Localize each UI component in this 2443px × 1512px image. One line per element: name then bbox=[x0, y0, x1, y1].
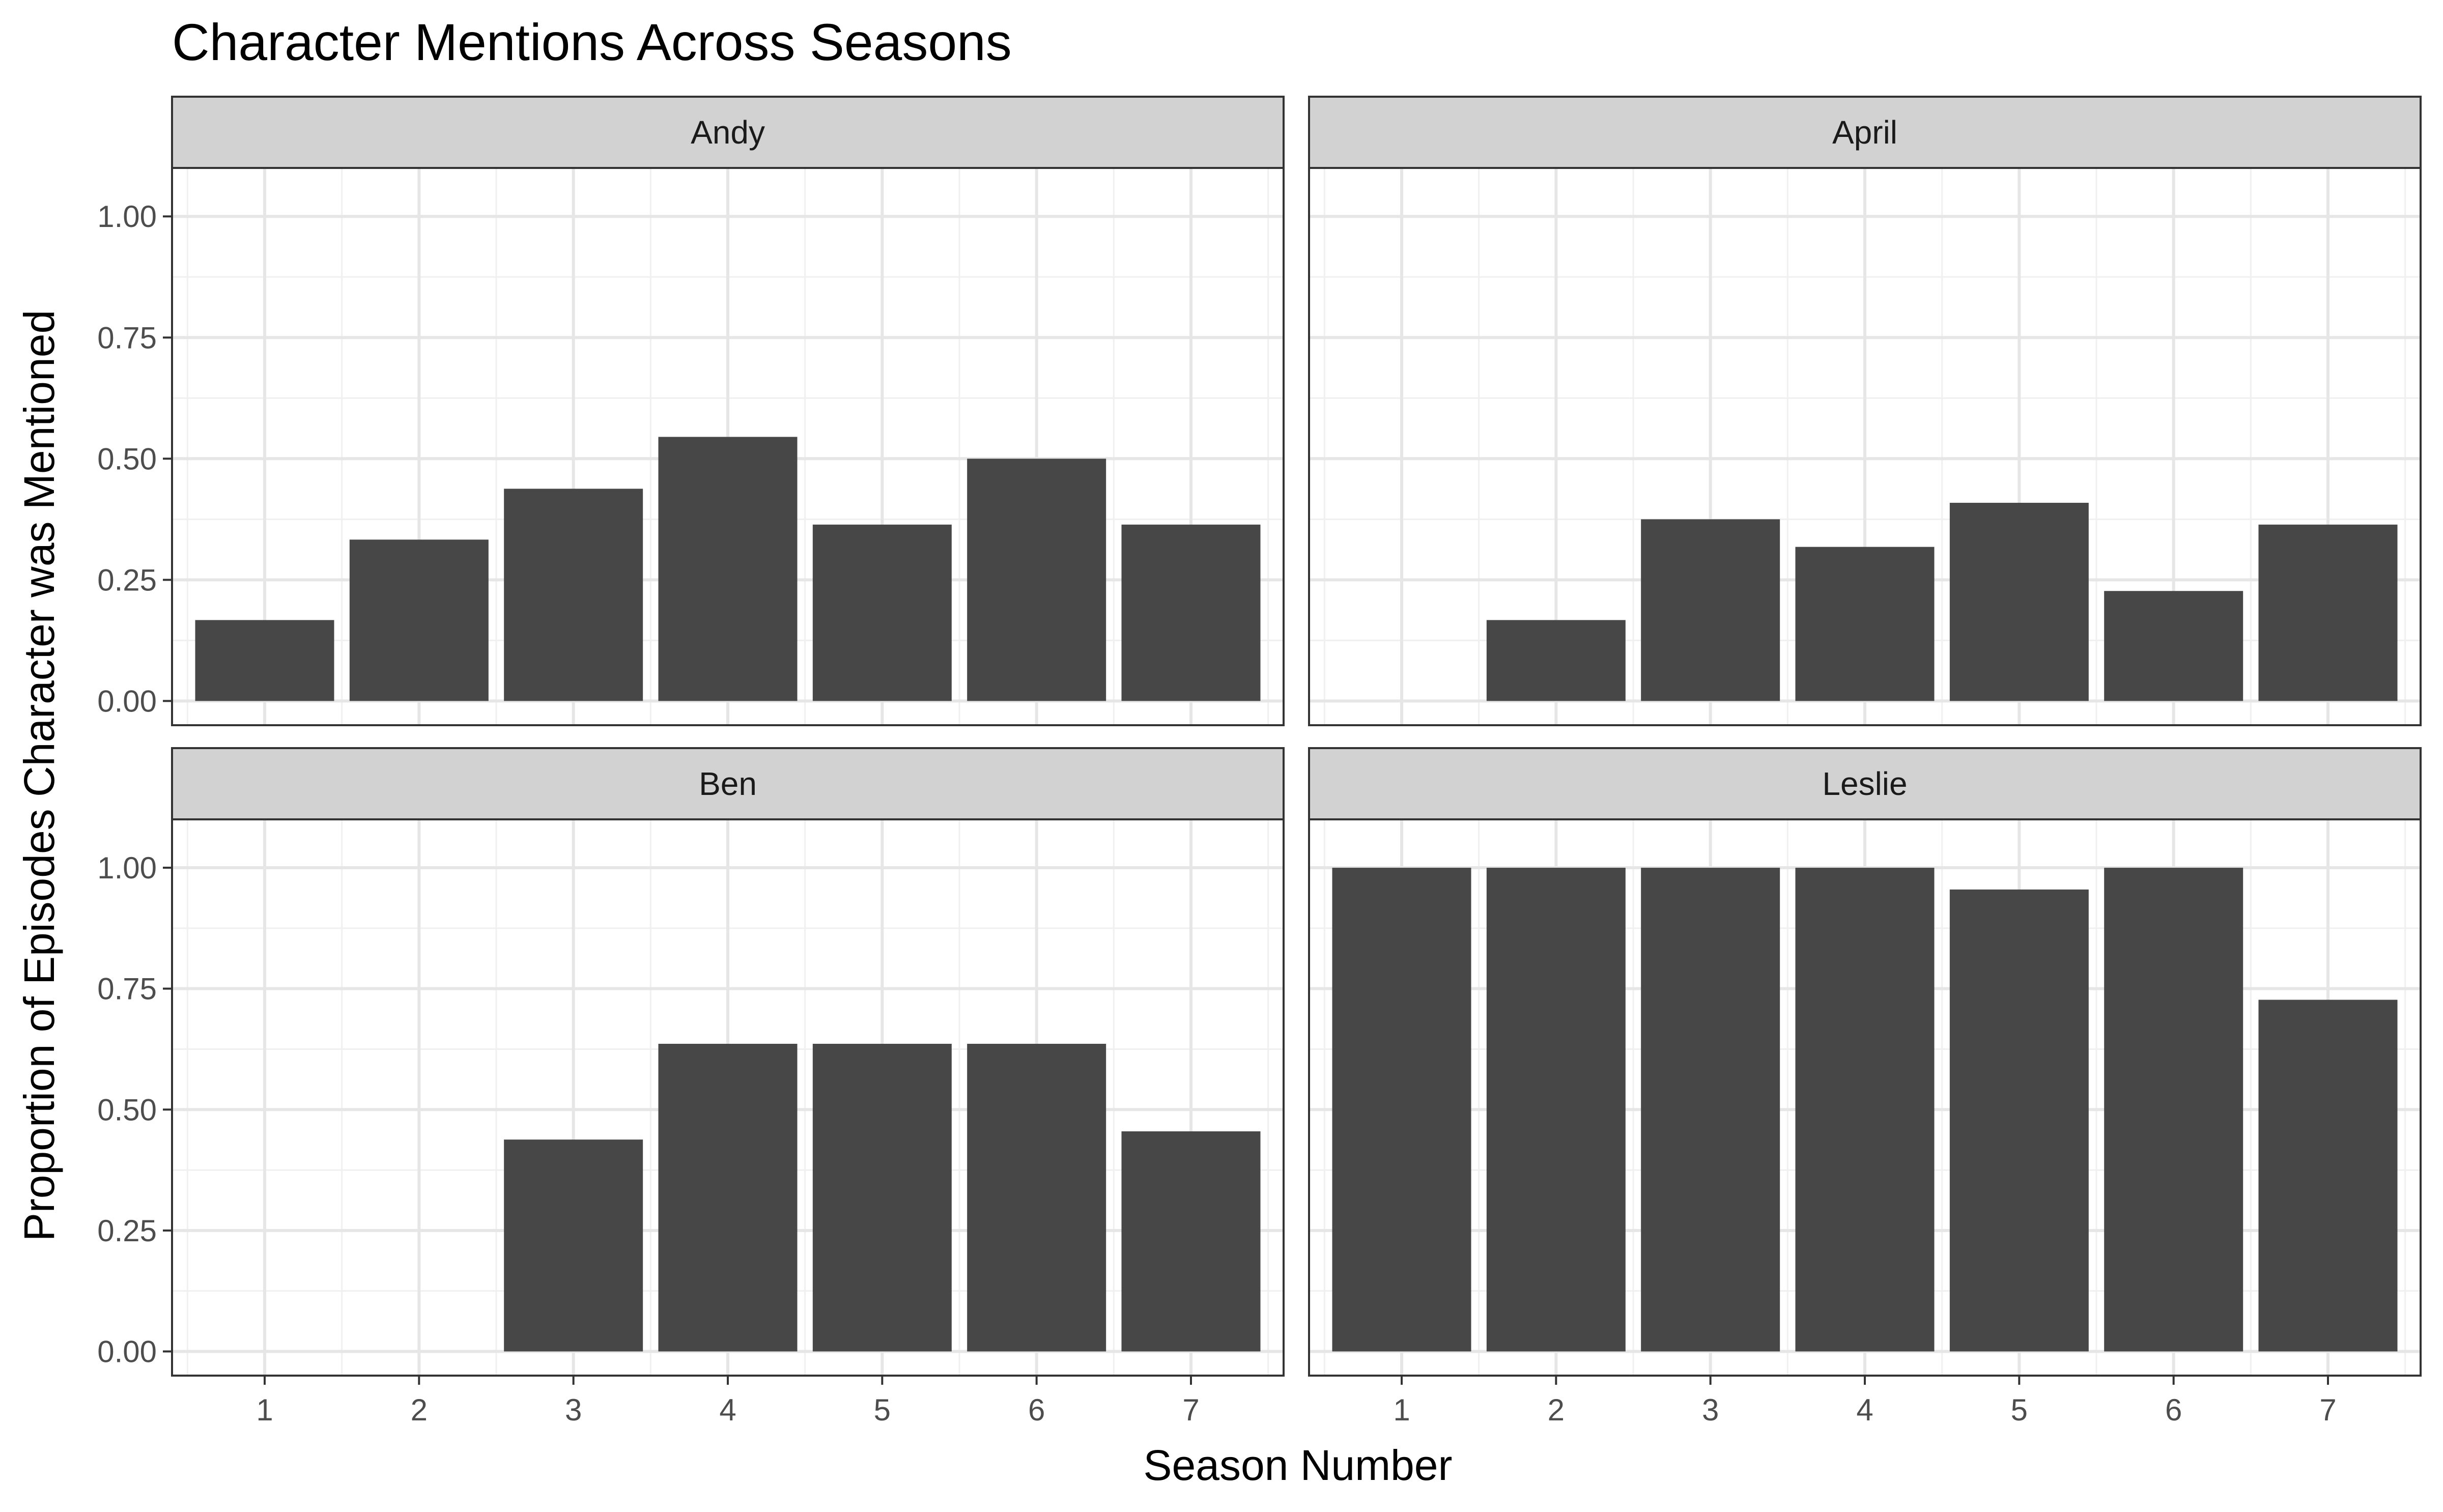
bar-leslie-season-4 bbox=[1795, 868, 1935, 1352]
x-tick-label: 3 bbox=[1702, 1393, 1719, 1427]
y-tick-label: 0.00 bbox=[97, 1334, 157, 1368]
x-tick-label: 4 bbox=[1856, 1393, 1873, 1427]
chart-title: Character Mentions Across Seasons bbox=[172, 13, 1012, 71]
x-tick-label: 2 bbox=[1548, 1393, 1565, 1427]
bar-leslie-season-2 bbox=[1486, 868, 1626, 1352]
facet-panels: Andy 0.00 0.25 0.50 0.75 1.00 April Ben 0.00 0.25… bbox=[97, 96, 2422, 1427]
bar-april-season-7 bbox=[2258, 524, 2398, 701]
facet-strip bbox=[171, 96, 1285, 169]
bar-andy-season-6 bbox=[967, 459, 1106, 701]
facet-panel-ben: Ben 0.00 0.25 0.50 0.75 1.00 1 2 3 4 5 6 7 bbox=[97, 747, 1285, 1427]
facet-panel-april: April bbox=[1308, 96, 2422, 726]
bar-april-season-4 bbox=[1795, 547, 1935, 701]
panel-border bbox=[171, 167, 1285, 726]
bar-ben-season-3 bbox=[504, 1139, 643, 1352]
x-tick-label: 7 bbox=[1182, 1393, 1199, 1427]
x-tick-label: 1 bbox=[1393, 1393, 1410, 1427]
y-tick-label: 0.50 bbox=[97, 1093, 157, 1127]
bar-andy-season-2 bbox=[349, 539, 489, 701]
y-tick-label: 0.25 bbox=[97, 1214, 157, 1248]
bar-andy-season-7 bbox=[1121, 524, 1261, 701]
bar-ben-season-5 bbox=[812, 1044, 952, 1352]
x-tick-label: 2 bbox=[411, 1393, 428, 1427]
panel-border bbox=[1308, 167, 2422, 726]
bar-ben-season-7 bbox=[1121, 1131, 1261, 1352]
bar-april-season-6 bbox=[2104, 591, 2243, 701]
bar-leslie-season-5 bbox=[1949, 889, 2089, 1352]
facet-strip bbox=[1308, 96, 2422, 169]
x-tick-label: 5 bbox=[874, 1393, 891, 1427]
bar-ben-season-4 bbox=[658, 1044, 798, 1352]
facet-strip-label: Ben bbox=[699, 765, 757, 802]
y-tick-label: 0.50 bbox=[97, 442, 157, 476]
y-tick-label: 0.75 bbox=[97, 321, 157, 355]
facet-strip-label: Leslie bbox=[1822, 765, 1907, 802]
x-tick-label: 4 bbox=[719, 1393, 736, 1427]
x-tick-label: 6 bbox=[1028, 1393, 1045, 1427]
bar-andy-season-1 bbox=[195, 620, 334, 701]
facet-strip-label: Andy bbox=[691, 114, 765, 151]
y-axis-title: Proportion of Episodes Character was Men… bbox=[15, 310, 63, 1241]
bar-april-season-5 bbox=[1949, 502, 2089, 701]
x-tick-label: 5 bbox=[2011, 1393, 2028, 1427]
x-tick-label: 1 bbox=[256, 1393, 273, 1427]
x-axis-title: Season Number bbox=[1144, 1441, 1453, 1489]
bar-andy-season-3 bbox=[504, 489, 643, 701]
bar-april-season-2 bbox=[1486, 620, 1626, 701]
y-tick-label: 0.00 bbox=[97, 684, 157, 718]
bar-andy-season-5 bbox=[812, 524, 952, 701]
y-tick-label: 1.00 bbox=[97, 199, 157, 234]
facet-strip-label: April bbox=[1832, 114, 1897, 151]
facet-panel-andy: Andy 0.00 0.25 0.50 0.75 1.00 bbox=[97, 96, 1285, 726]
y-tick-label: 0.25 bbox=[97, 563, 157, 597]
bar-ben-season-6 bbox=[967, 1044, 1106, 1352]
y-tick-label: 0.75 bbox=[97, 972, 157, 1006]
bar-leslie-season-1 bbox=[1332, 868, 1471, 1352]
x-tick-label: 3 bbox=[565, 1393, 582, 1427]
x-tick-label: 7 bbox=[2319, 1393, 2336, 1427]
bar-andy-season-4 bbox=[658, 437, 798, 701]
bar-leslie-season-6 bbox=[2104, 868, 2243, 1352]
bar-leslie-season-7 bbox=[2258, 1000, 2398, 1352]
bar-leslie-season-3 bbox=[1641, 868, 1780, 1352]
x-tick-label: 6 bbox=[2165, 1393, 2182, 1427]
facet-panel-leslie: Leslie 1 2 3 4 5 6 7 bbox=[1308, 747, 2422, 1427]
bar-april-season-3 bbox=[1641, 519, 1780, 701]
y-tick-label: 1.00 bbox=[97, 851, 157, 885]
